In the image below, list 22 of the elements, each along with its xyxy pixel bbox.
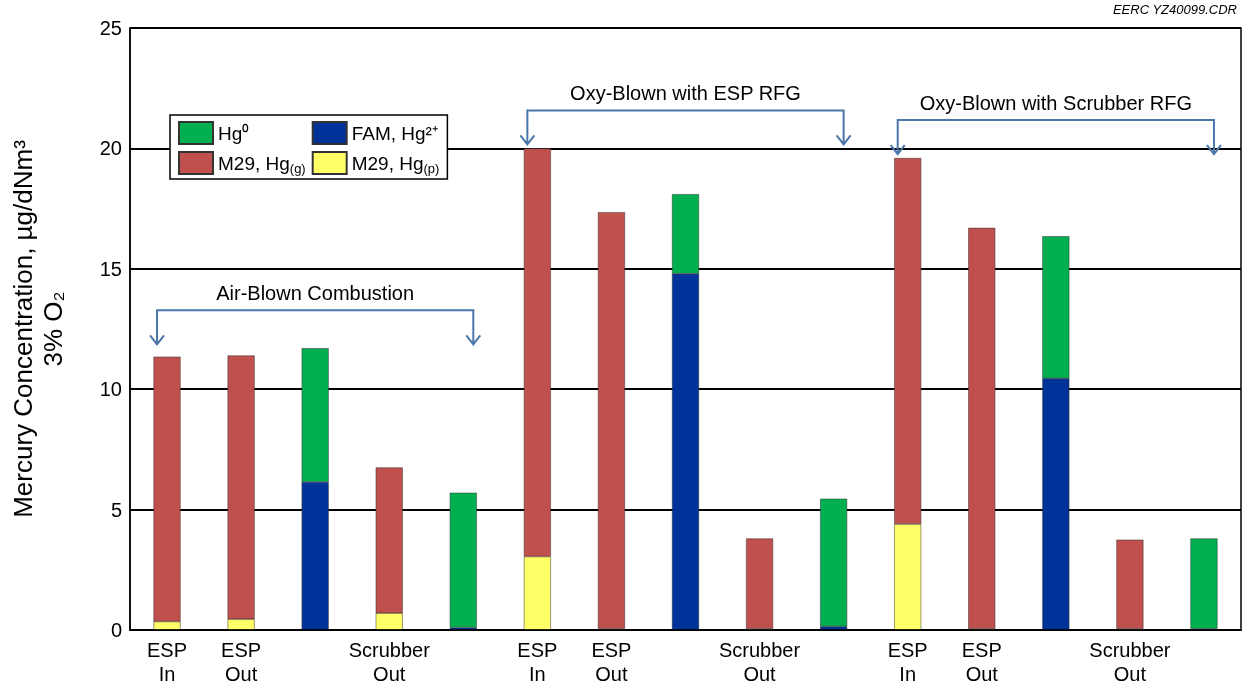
- x-tick-label: ESP In: [887, 639, 928, 685]
- annotation: Air-Blown Combustion: [216, 282, 415, 306]
- x-tick-label: Scrubber Out: [348, 639, 431, 685]
- x-tick-label: ESP In: [517, 639, 558, 685]
- x-tick-label: ESP Out: [221, 639, 262, 685]
- legend-label: FAM, Hg²⁺: [351, 122, 438, 144]
- x-tick-label: ESP Out: [961, 639, 1002, 685]
- y-axis-title: Mercury Concentration, µg/dNm³ 3% O₂: [8, 139, 68, 518]
- y-tick-label: 20: [99, 137, 122, 160]
- x-tick-label: Scrubber Out: [718, 639, 801, 685]
- y-tick-label: 5: [110, 498, 122, 521]
- y-tick-label: 0: [110, 619, 122, 641]
- x-tick-label: Scrubber Out: [1089, 639, 1171, 685]
- y-tick-label: 25: [99, 17, 122, 39]
- y-tick-label: 10: [99, 378, 122, 401]
- y-tick-label: 15: [99, 257, 122, 280]
- x-tick-label: ESP Out: [591, 639, 632, 685]
- annotation: Oxy-Blown with ESP RFG: [570, 82, 801, 106]
- text: EERC YZ40099.CDR: [1112, 2, 1237, 17]
- annotation: Oxy-Blown with Scrubber RFG: [919, 92, 1192, 116]
- x-tick-label: ESP In: [147, 639, 188, 685]
- legend-label: Hg⁰: [218, 122, 250, 144]
